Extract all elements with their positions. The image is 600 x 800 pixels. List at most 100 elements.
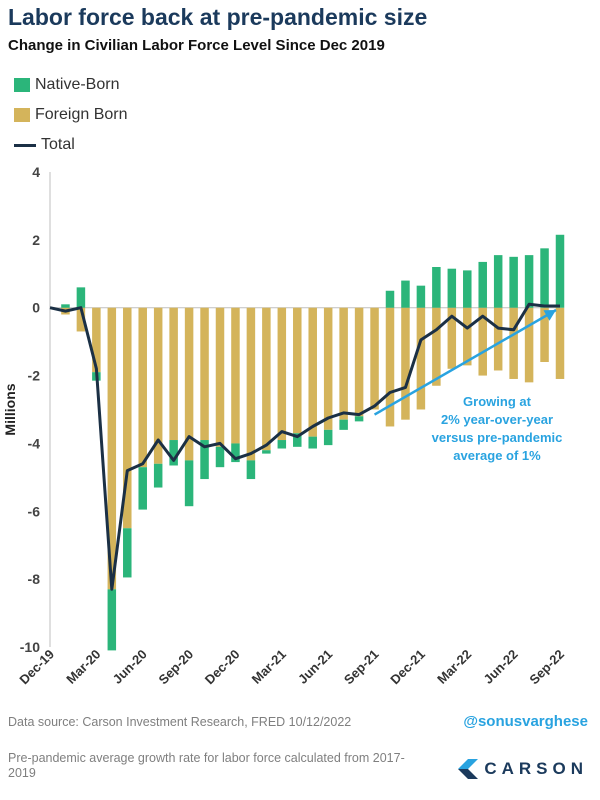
bar-foreign-born [447,307,457,369]
x-tick-label: Mar-22 [434,647,474,687]
bar-native-born [153,463,163,488]
y-axis-label: Millions [2,383,18,435]
legend-label-total: Total [41,136,75,153]
bar-foreign-born [138,307,147,468]
bar-native-born [478,261,487,308]
data-source: Data source: Carson Investment Research,… [8,715,352,729]
annotation-arrow-line [373,308,557,416]
bar-native-born [215,446,225,468]
bar-foreign-born [76,307,86,332]
bar-foreign-born [215,307,225,447]
y-tick-label: 4 [32,164,40,180]
carson-logo: CARSON [458,756,588,782]
bar-native-born [293,433,302,447]
bar-native-born [138,467,147,510]
y-tick-label: -10 [20,639,40,655]
x-tick-label: Sep-21 [341,647,382,688]
legend-item-native: Native-Born [14,70,128,100]
y-tick-label: -6 [28,503,41,519]
bar-foreign-born [246,307,256,461]
bar-foreign-born [277,307,287,441]
labor-force-chart: 4 2 0 -2 -4 -6 -8 -10 Millions Growing at 2% year-… [2,164,567,688]
y-tick-label: -2 [28,368,41,384]
y-tick-label: 0 [32,300,40,316]
bar-native-born [169,440,178,466]
x-tick-label: Sep-22 [526,647,567,688]
bar-foreign-born [493,307,503,371]
bar-foreign-born [524,307,534,383]
bar-native-born [555,234,565,308]
bar-foreign-born [107,307,117,590]
x-tick-label: Jun-21 [295,647,335,687]
bar-native-born [308,436,317,449]
bar-foreign-born [231,307,240,444]
legend-swatch-total [14,143,36,147]
bar-foreign-born [169,307,178,441]
bar-native-born [385,290,395,308]
line-total [49,302,560,591]
bar-native-born [200,440,209,480]
bar-foreign-born [262,307,271,451]
carson-logo-text: CARSON [484,759,588,778]
bar-native-born [401,280,410,308]
bar-native-born [493,255,503,308]
annotation-arrowhead [543,310,556,321]
chart-subtitle: Change in Civilian Labor Force Level Sin… [8,37,385,54]
y-tick-label: -4 [28,435,41,451]
bar-foreign-born [92,307,101,373]
bar-native-born [61,304,70,308]
bar-native-born [231,443,240,463]
bar-native-born [107,589,117,651]
bar-foreign-born [478,307,487,376]
bar-foreign-born [153,307,163,464]
author-handle: @sonusvarghese [463,713,588,730]
bar-native-born [432,267,441,308]
bar-foreign-born [385,307,395,427]
annotation-text: average of 1% [453,448,541,463]
bar-foreign-born [184,307,194,461]
annotation-text: 2% year-over-year [441,412,553,427]
footnote: Pre-pandemic average growth rate for lab… [8,751,405,780]
bar-foreign-born [293,307,302,434]
legend-swatch-foreign [14,108,30,122]
bar-native-born [277,440,287,449]
bar-native-born [463,270,472,308]
x-tick-label: Mar-21 [249,647,289,687]
bar-foreign-born [323,307,333,430]
annotation-text: versus pre-pandemic [432,430,563,445]
bar-native-born [416,285,426,308]
bar-native-born [184,460,194,507]
bar-foreign-born [463,307,472,366]
bar-foreign-born [200,307,209,441]
bar-native-born [262,450,271,454]
bar-foreign-born [416,307,426,410]
carson-logo-icon [458,759,479,779]
bar-native-born [323,429,333,446]
bar-native-born [540,248,549,308]
bar-foreign-born [555,307,565,379]
bar-native-born [76,287,86,308]
bar-native-born [524,255,534,308]
bar-foreign-born [432,307,441,386]
annotation-text: Growing at [463,394,532,409]
bar-foreign-born [540,307,549,362]
bar-native-born [339,419,348,430]
chart-title: Labor force back at pre-pandemic size [8,4,428,30]
legend-item-foreign: Foreign Born [14,100,128,130]
bar-native-born [354,416,364,422]
legend-label-foreign: Foreign Born [35,106,128,123]
bar-foreign-born [123,307,132,529]
y-tick-label: 2 [32,232,40,248]
bar-foreign-born [308,307,317,437]
legend-item-total: Total [14,130,128,160]
bar-foreign-born [370,307,379,410]
x-tick-label: Mar-20 [63,647,103,687]
bar-foreign-born [339,307,348,420]
x-tick-label: Jun-22 [481,647,521,687]
bar-native-born [123,528,132,578]
y-tick-label: -8 [28,571,41,587]
bar-foreign-born [401,307,410,420]
bar-native-born [447,268,457,308]
bar-native-born [246,460,256,480]
legend: Native-Born Foreign Born Total [14,70,128,160]
